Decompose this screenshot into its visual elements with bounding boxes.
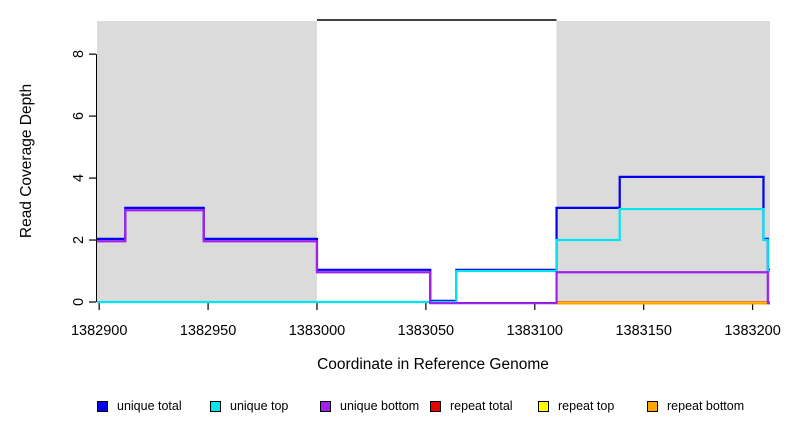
legend-label-unique-total: unique total xyxy=(117,399,182,413)
legend-item-repeat-bottom: repeat bottom xyxy=(647,397,744,415)
legend-swatch-repeat-top xyxy=(538,400,549,412)
legend-label-repeat-total: repeat total xyxy=(450,399,513,413)
legend-item-unique-total: unique total xyxy=(97,397,182,415)
legend-item-repeat-top: repeat top xyxy=(538,397,614,415)
legend-swatch-repeat-bottom xyxy=(647,400,658,412)
legend-swatch-unique-bottom xyxy=(320,400,331,412)
y-tick-label: 6 xyxy=(71,112,87,121)
legend-swatch-repeat-total xyxy=(430,400,441,412)
legend-item-repeat-total: repeat total xyxy=(430,397,513,415)
x-tick-label: 1383000 xyxy=(288,323,346,339)
series-unique-bottom xyxy=(97,209,770,305)
x-tick-label: 1382900 xyxy=(70,323,128,339)
legend-label-unique-top: unique top xyxy=(230,399,289,413)
y-tick-label: 8 xyxy=(71,50,87,59)
legend-label-repeat-top: repeat top xyxy=(558,399,615,413)
y-axis-title: Read Coverage Depth xyxy=(18,83,35,239)
series-unique-top xyxy=(97,207,770,304)
legend: unique total unique top unique bottom repea… xyxy=(0,397,792,417)
y-tick-label: 4 xyxy=(71,174,87,183)
legend-swatch-unique-total xyxy=(97,400,108,412)
x-tick-label: 1383200 xyxy=(724,323,781,339)
legend-label-unique-bottom: unique bottom xyxy=(340,399,420,413)
x-axis-title: Coordinate in Reference Genome xyxy=(317,356,549,373)
legend-swatch-unique-top xyxy=(210,400,221,412)
shaded-region xyxy=(97,21,317,302)
legend-item-unique-bottom: unique bottom xyxy=(320,397,419,415)
legend-label-repeat-bottom: repeat bottom xyxy=(667,399,745,413)
x-tick-label: 1383100 xyxy=(506,323,563,339)
legend-item-unique-top: unique top xyxy=(210,397,288,415)
x-tick-label: 1383150 xyxy=(615,323,672,339)
x-tick-label: 1383050 xyxy=(397,323,455,339)
y-tick-label: 0 xyxy=(71,297,87,307)
shaded-region xyxy=(556,21,770,302)
x-tick-label: 1382950 xyxy=(179,323,237,339)
y-tick-label: 2 xyxy=(71,235,87,245)
